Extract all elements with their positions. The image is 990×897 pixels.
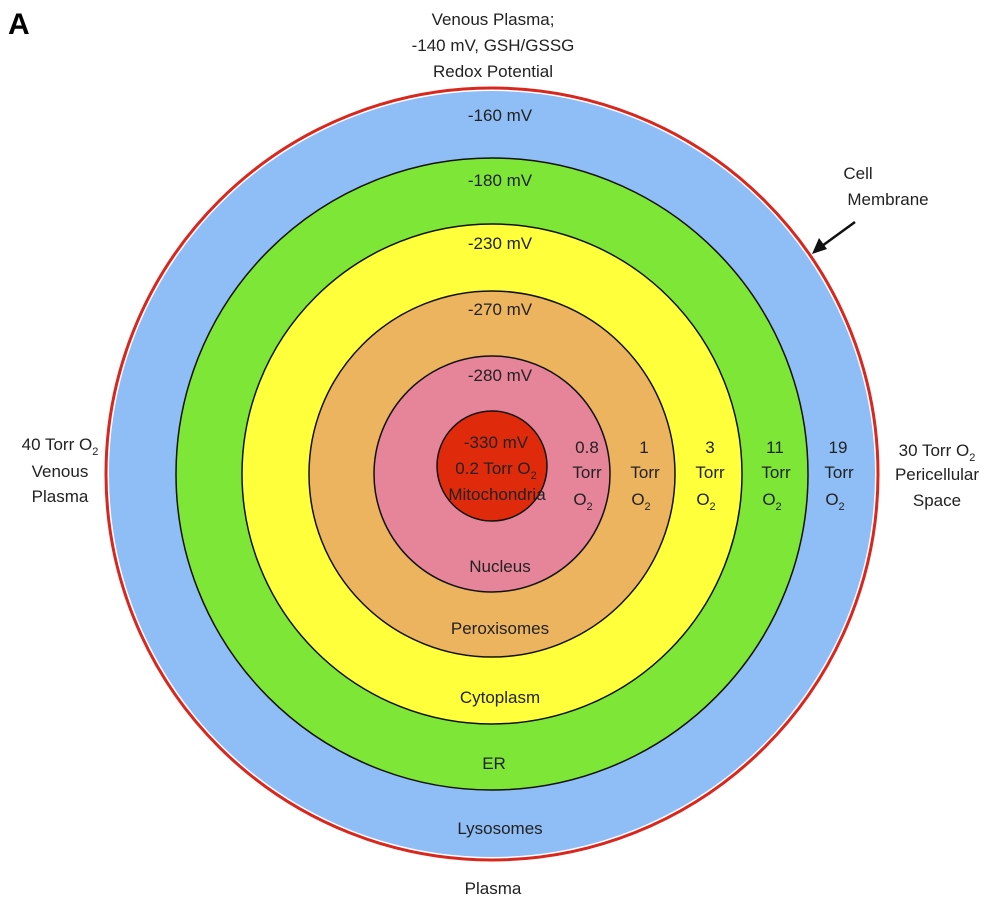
svg-text:Plasma: Plasma [32, 487, 89, 506]
top-caption-line-2: -140 mV, GSH/GSSG [412, 36, 575, 55]
svg-text:3: 3 [705, 438, 714, 457]
svg-text:O2: O2 [762, 490, 781, 513]
svg-text:Torr: Torr [695, 463, 725, 482]
svg-text:Torr: Torr [761, 463, 791, 482]
svg-text:Space: Space [913, 491, 961, 510]
name-peroxisomes: Peroxisomes [451, 619, 549, 638]
core-potential: -330 mV [464, 433, 529, 452]
potential-nucleus: -280 mV [468, 366, 533, 385]
top-caption-line-3: Redox Potential [433, 62, 553, 81]
membrane-label-line-2: Membrane [847, 190, 928, 209]
rings-group [104, 86, 880, 862]
svg-text:Torr: Torr [824, 463, 854, 482]
core-torr: 0.2 Torr O2 [455, 459, 536, 482]
svg-text:O2: O2 [631, 490, 650, 513]
svg-text:30 Torr O2: 30 Torr O2 [899, 441, 976, 464]
svg-text:11: 11 [766, 438, 784, 457]
svg-text:O2: O2 [825, 490, 844, 513]
torr-lysosomes: 19 Torr O2 [824, 438, 854, 513]
name-er: ER [482, 754, 506, 773]
name-nucleus: Nucleus [469, 557, 530, 576]
core-mitochondria [436, 410, 548, 522]
svg-text:Venous: Venous [32, 462, 89, 481]
left-caption: 40 Torr O2 Venous Plasma [22, 435, 99, 506]
svg-text:O2: O2 [573, 490, 592, 513]
svg-text:Torr: Torr [630, 463, 660, 482]
torr-cytoplasm: 3 Torr O2 [695, 438, 725, 513]
bottom-caption: Plasma [465, 879, 522, 897]
svg-text:40 Torr O2: 40 Torr O2 [22, 435, 99, 458]
svg-text:19: 19 [829, 438, 848, 457]
potential-lysosomes: -160 mV [468, 106, 533, 125]
arrow-icon [812, 220, 856, 254]
panel-label: A [8, 8, 30, 41]
name-cytoplasm: Cytoplasm [460, 688, 540, 707]
svg-text:0.8: 0.8 [575, 438, 599, 457]
torr-peroxisomes: 1 Torr O2 [630, 438, 660, 513]
potential-cytoplasm: -230 mV [468, 234, 533, 253]
membrane-ring [104, 86, 880, 862]
membrane-label-line-1: Cell [843, 164, 872, 183]
potential-er: -180 mV [468, 171, 533, 190]
right-caption: 30 Torr O2 Pericellular Space [895, 441, 979, 510]
svg-text:O2: O2 [696, 490, 715, 513]
potential-peroxisomes: -270 mV [468, 300, 533, 319]
name-lysosomes: Lysosomes [457, 819, 542, 838]
svg-text:Pericellular: Pericellular [895, 465, 979, 484]
svg-text:Torr: Torr [572, 463, 602, 482]
core-name: Mitochondria [448, 485, 546, 504]
top-caption-line-1: Venous Plasma; [432, 10, 555, 29]
torr-er: 11 Torr O2 [761, 438, 791, 513]
svg-text:1: 1 [639, 438, 648, 457]
torr-nucleus: 0.8 Torr O2 [572, 438, 602, 513]
